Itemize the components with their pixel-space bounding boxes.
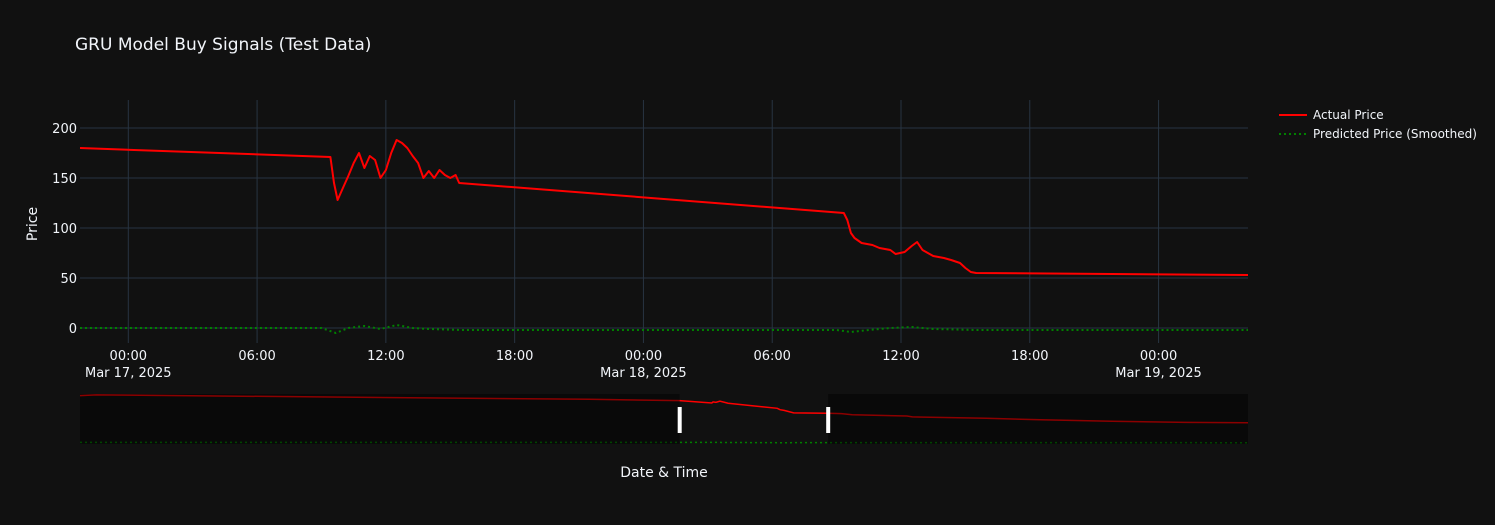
y-tick-label: 200 (52, 122, 77, 137)
y-tick-label: 0 (69, 322, 77, 337)
x-tick-label: 18:00 (496, 349, 533, 364)
chart-title: GRU Model Buy Signals (Test Data) (75, 35, 371, 55)
y-tick-label: 100 (52, 222, 77, 237)
y-tick-label: 50 (60, 272, 77, 287)
x-tick-label: 00:00 (110, 349, 147, 364)
x-tick-label: 18:00 (1011, 349, 1048, 364)
y-gridlines (80, 127, 1248, 329)
x-tick-label: 06:00 (753, 349, 790, 364)
range-slider-mask-left (80, 394, 680, 444)
x-axis-label: Date & Time (620, 465, 708, 481)
legend-label-actual-price: Actual Price (1313, 108, 1384, 122)
series-line-actual-price (79, 139, 1249, 276)
legend-item-predicted-price[interactable]: Predicted Price (Smoothed) (1279, 127, 1477, 141)
x-tick-label: 12:00 (882, 349, 919, 364)
x-axis-ticks: 00:00 Mar 17, 2025 06:00 12:00 18:00 00:00 Mar… (85, 349, 1202, 381)
x-tick-label: 06:00 (238, 349, 275, 364)
range-slider-left-handle[interactable] (677, 407, 682, 433)
x-tick-sublabel: Mar 19, 2025 (1115, 366, 1202, 381)
legend-item-actual-price[interactable]: Actual Price (1279, 108, 1384, 122)
legend[interactable]: Actual Price Predicted Price (Smoothed) (1279, 108, 1477, 141)
legend-label-predicted-price: Predicted Price (Smoothed) (1313, 127, 1477, 141)
range-slider-right-handle[interactable] (826, 407, 831, 433)
x-tick-label: 00:00 (1140, 349, 1177, 364)
range-slider-mask-right (828, 394, 1248, 444)
main-plot-area[interactable] (79, 100, 1249, 343)
x-tick-label: 00:00 (625, 349, 662, 364)
x-tick-sublabel: Mar 17, 2025 (85, 366, 172, 381)
x-gridlines (127, 100, 1160, 343)
x-tick-label: 12:00 (367, 349, 404, 364)
y-tick-label: 150 (52, 172, 77, 187)
x-tick-sublabel: Mar 18, 2025 (600, 366, 687, 381)
range-slider[interactable] (79, 394, 1249, 444)
range-slider-background (80, 394, 1248, 444)
y-axis-label: Price (25, 207, 41, 241)
y-axis-ticks: 0 50 100 150 200 (52, 122, 77, 337)
range-slider-series (79, 394, 1249, 444)
main-series-lines (79, 139, 1249, 334)
range-slider-line-actual-price (79, 394, 1249, 424)
